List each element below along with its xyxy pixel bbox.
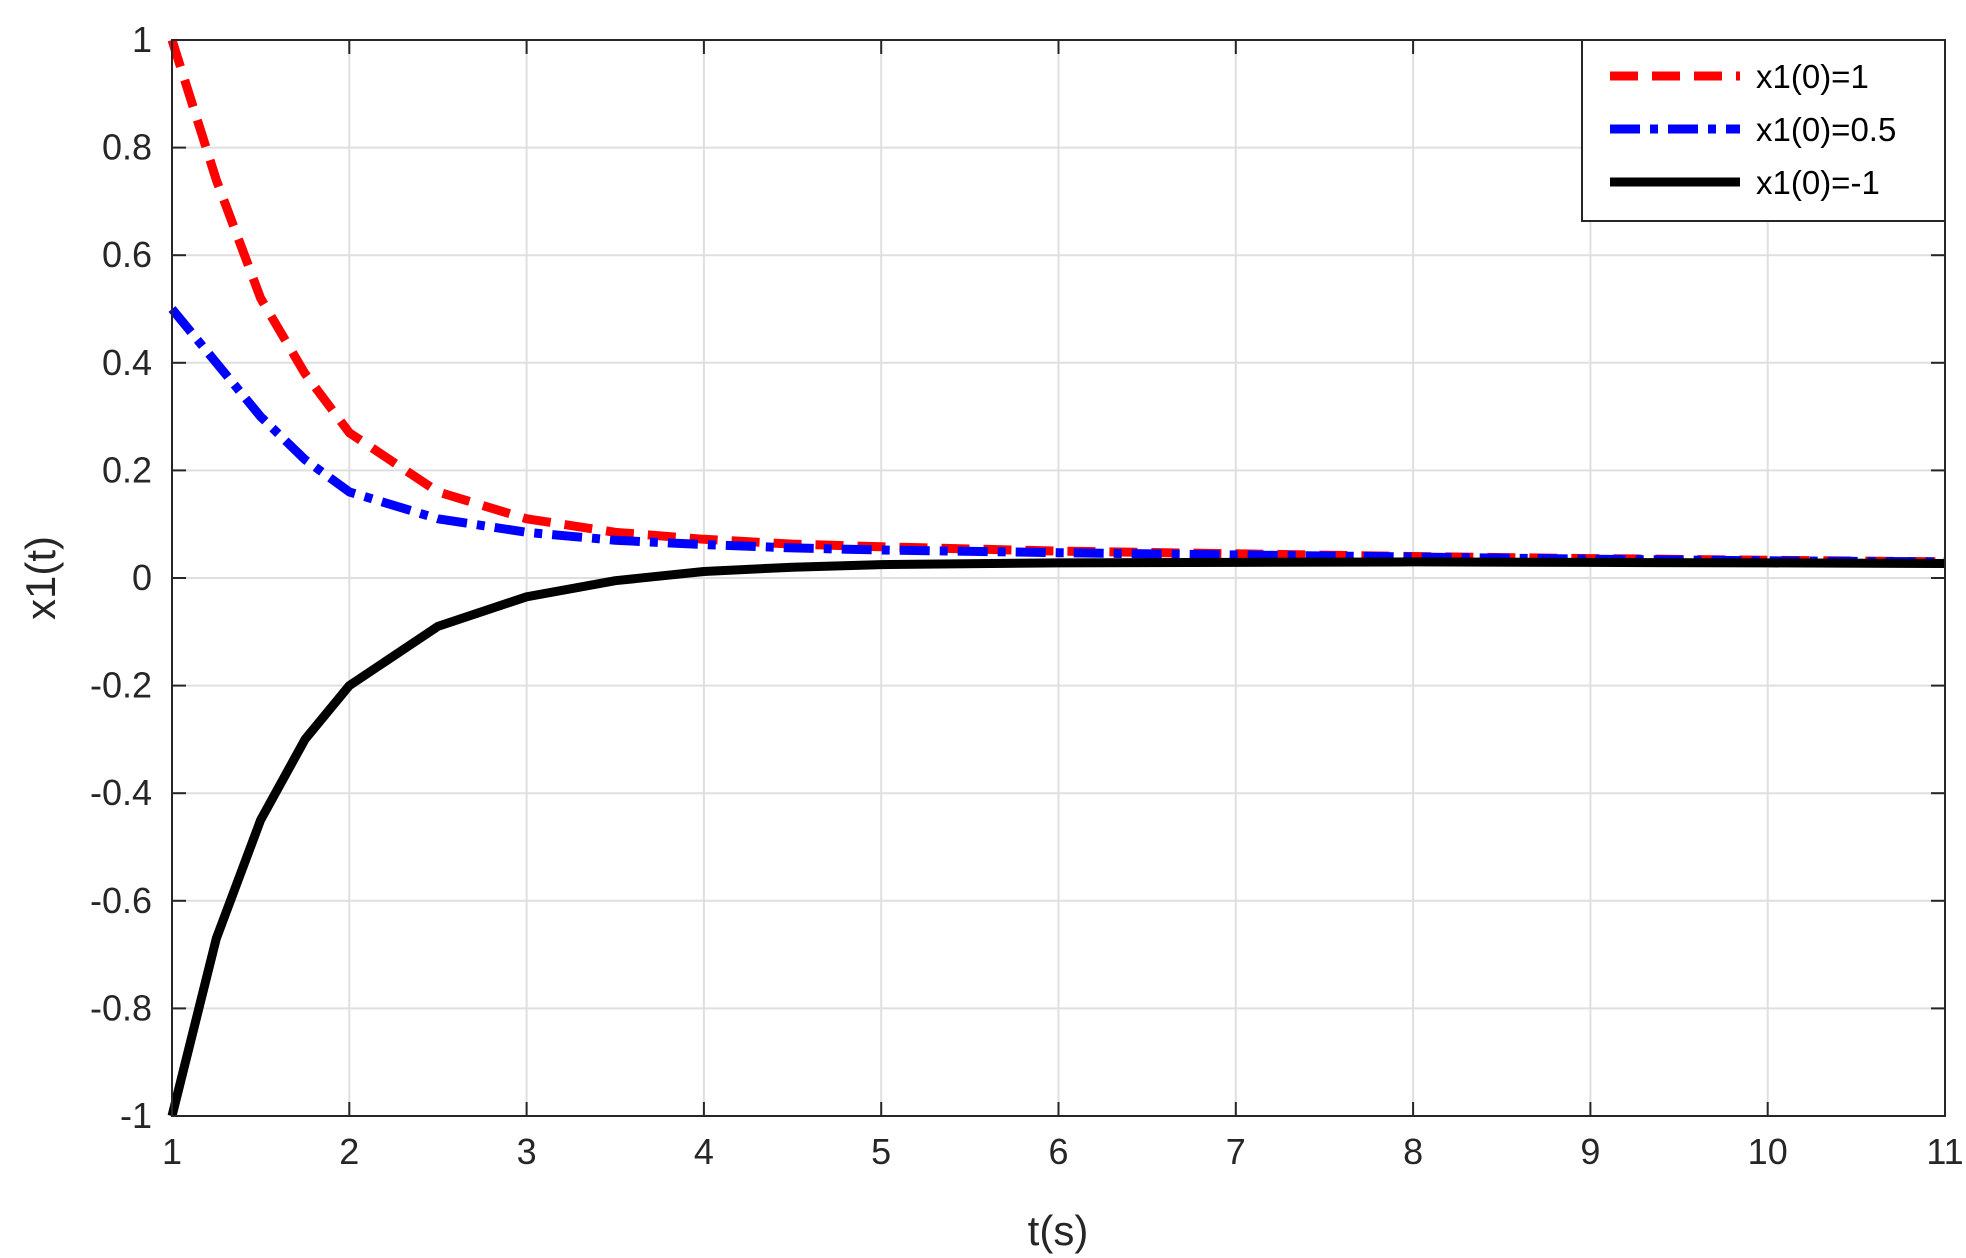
x-tick-label: 11 [1926,1131,1963,1172]
legend-label-series-1: x1(0)=1 [1756,58,1869,95]
y-tick-label: -0.8 [90,987,152,1028]
x-tick-label: 4 [694,1131,714,1172]
x-tick-label: 7 [1226,1131,1246,1172]
series-layer [167,38,1946,1118]
series-line-2 [168,306,1946,567]
x-tick-label: 9 [1580,1131,1600,1172]
x-tick-label: 2 [339,1131,359,1172]
x-tick-label: 8 [1403,1131,1423,1172]
y-tick-label: -1 [120,1095,152,1136]
y-axis-label: x1(t) [17,536,64,620]
x-axis-label: t(s) [1028,1207,1089,1254]
legend-box [1581,39,1946,222]
y-tick-labels: 1 0.8 0.6 0.4 0.2 0 -0.2 -0.4 -0.6 -0.8 -1 [90,19,152,1136]
x-tick-label: 1 [162,1131,182,1172]
legend-label-series-3: x1(0)=-1 [1756,164,1880,201]
y-tick-label: -0.6 [90,880,152,921]
y-tick-label: -0.2 [90,665,152,706]
y-tick-label: 0 [132,557,152,598]
ticks [171,39,1946,1117]
y-tick-label: 0.4 [102,342,152,383]
legend-label-series-2: x1(0)=0.5 [1756,111,1896,148]
legend: x1(0)=1 x1(0)=0.5 x1(0)=-1 [1581,39,1946,222]
x-tick-labels: 1 2 3 4 5 6 7 8 9 10 11 [162,1131,1964,1172]
y-tick-label: 0.6 [102,234,152,275]
x-tick-label: 6 [1048,1131,1068,1172]
x-tick-label: 5 [871,1131,891,1172]
y-tick-label: 1 [132,19,152,60]
x-tick-label: 3 [517,1131,537,1172]
y-tick-label: 0.2 [102,449,152,490]
x-tick-label: 10 [1748,1131,1788,1172]
y-tick-label: 0.8 [102,127,152,168]
series-line-1 [167,38,1946,567]
y-tick-label: -0.4 [90,772,152,813]
series-line-3 [167,557,1946,1118]
